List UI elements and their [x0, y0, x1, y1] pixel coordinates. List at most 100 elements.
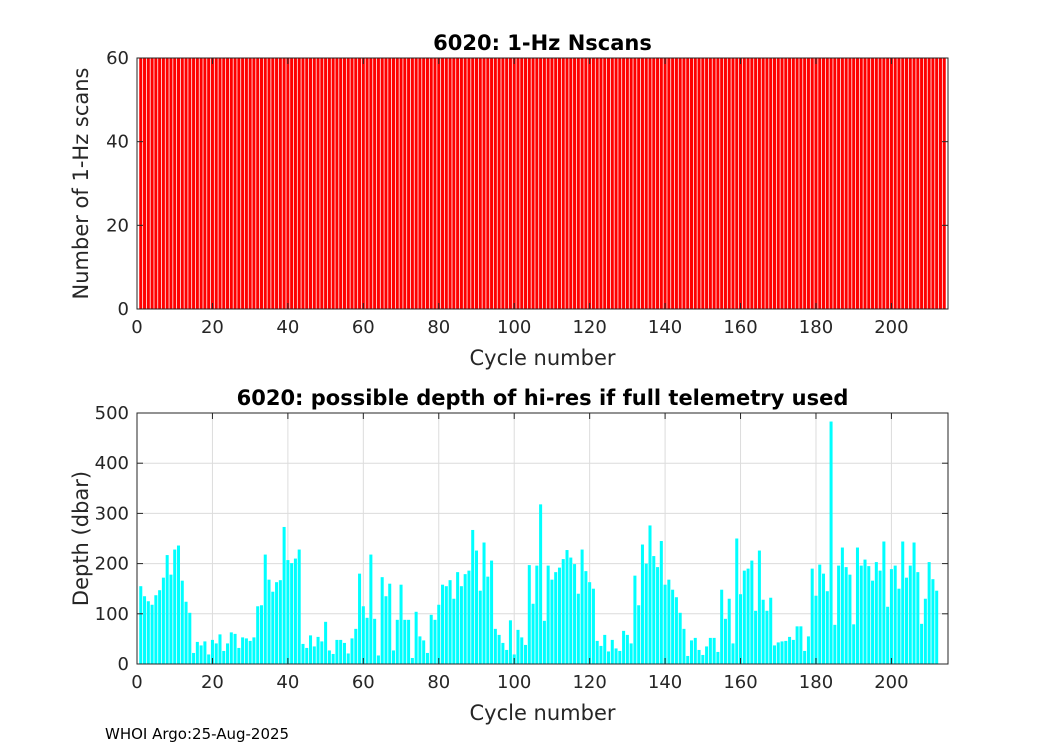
nscans-bar: [539, 58, 543, 309]
depth-bar: [569, 557, 573, 664]
nscans-bar: [814, 58, 818, 309]
nscans-bar: [705, 58, 709, 309]
depth-bar: [833, 624, 837, 664]
depth-bar: [222, 650, 226, 664]
nscans-bar: [671, 58, 675, 309]
depth-bar: [776, 642, 780, 664]
nscans-bar: [938, 58, 942, 309]
nscans-x-tick-label: 20: [201, 317, 224, 338]
nscans-bar: [403, 58, 407, 309]
depth-bar: [335, 639, 339, 664]
nscans-bar: [825, 58, 829, 309]
nscans-bar: [776, 58, 780, 309]
nscans-bar: [573, 58, 577, 309]
nscans-bar: [652, 58, 656, 309]
nscans-axes-box: [136, 57, 949, 310]
depth-bar: [678, 612, 682, 664]
depth-bar: [531, 603, 535, 664]
depth-bar: [459, 586, 463, 664]
nscans-bar: [199, 58, 203, 309]
nscans-bar: [810, 58, 814, 309]
nscans-bar: [935, 58, 939, 309]
nscans-bar: [942, 58, 946, 309]
depth-bar: [399, 584, 403, 664]
depth-bar: [667, 579, 671, 664]
depth-bar: [720, 589, 724, 664]
depth-bar: [290, 563, 294, 664]
nscans-bar: [241, 58, 245, 309]
nscans-bar: [580, 58, 584, 309]
depth-bar: [516, 629, 520, 664]
depth-bar: [497, 634, 501, 664]
depth-bar: [859, 565, 863, 664]
depth-bar: [425, 652, 429, 664]
nscans-bar: [708, 58, 712, 309]
depth-bar: [139, 586, 143, 664]
depth-bar: [252, 637, 256, 664]
depth-bar: [652, 556, 656, 664]
depth-bar: [293, 558, 297, 664]
nscans-bar: [271, 58, 275, 309]
depth-bar: [320, 641, 324, 664]
depth-bar: [210, 639, 214, 664]
nscans-bar: [229, 58, 233, 309]
depth-bar: [493, 628, 497, 664]
nscans-bar: [248, 58, 252, 309]
depth-x-tick-label: 100: [497, 672, 531, 693]
nscans-bar: [414, 58, 418, 309]
nscans-bar: [195, 58, 199, 309]
nscans-bar: [505, 58, 509, 309]
nscans-x-tick-label: 140: [648, 317, 682, 338]
nscans-bar: [859, 58, 863, 309]
nscans-bar: [143, 58, 147, 309]
nscans-bar: [173, 58, 177, 309]
depth-bar: [361, 606, 365, 664]
depth-bar: [486, 576, 490, 664]
nscans-bar: [180, 58, 184, 309]
depth-bar: [780, 641, 784, 664]
nscans-bar: [184, 58, 188, 309]
depth-bar: [867, 566, 871, 664]
depth-bar: [931, 579, 935, 664]
depth-bar: [772, 645, 776, 664]
nscans-bar: [365, 58, 369, 309]
nscans-bar: [640, 58, 644, 309]
depth-bar: [207, 654, 211, 664]
nscans-bar: [233, 58, 237, 309]
depth-bar: [508, 620, 512, 664]
depth-bar: [573, 564, 577, 664]
nscans-bar: [788, 58, 792, 309]
depth-bar: [422, 640, 426, 664]
nscans-bar: [474, 58, 478, 309]
depth-bar: [806, 636, 810, 664]
nscans-bar: [263, 58, 267, 309]
nscans-bar: [309, 58, 313, 309]
nscans-bar: [629, 58, 633, 309]
nscans-bar: [486, 58, 490, 309]
depth-bar: [705, 646, 709, 664]
depth-bar: [622, 630, 626, 664]
depth-bar: [716, 651, 720, 664]
nscans-bar: [520, 58, 524, 309]
depth-y-tick-label: 200: [95, 554, 129, 575]
depth-bar: [901, 541, 905, 664]
depth-bar: [259, 605, 263, 664]
nscans-bar: [331, 58, 335, 309]
nscans-bar: [278, 58, 282, 309]
nscans-bar: [418, 58, 422, 309]
nscans-bar: [622, 58, 626, 309]
nscans-bar: [689, 58, 694, 309]
depth-y-tick-label: 500: [95, 403, 129, 424]
nscans-bar: [852, 58, 856, 309]
depth-bar: [689, 640, 694, 664]
nscans-bar: [761, 58, 765, 309]
depth-bar: [637, 605, 641, 664]
nscans-bar: [599, 58, 603, 309]
nscans-bar: [301, 58, 305, 309]
depth-bar: [840, 547, 844, 664]
nscans-bar: [139, 58, 143, 309]
depth-x-tick-label: 200: [874, 672, 908, 693]
nscans-bar: [569, 58, 573, 309]
depth-bar: [354, 628, 358, 664]
nscans-bar: [527, 58, 531, 309]
